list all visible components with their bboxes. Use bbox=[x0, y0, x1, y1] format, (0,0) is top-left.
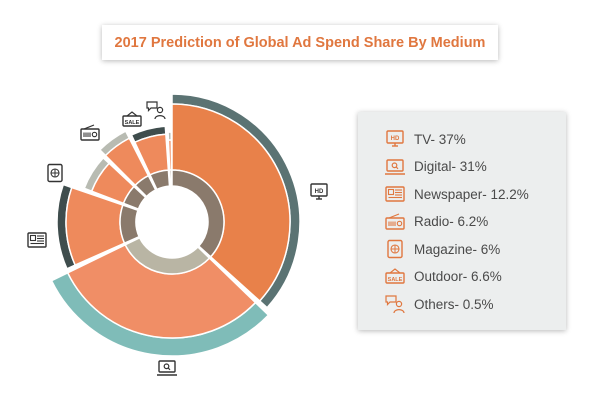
legend-label: Outdoor- 6.6% bbox=[414, 269, 502, 284]
magazine-icon bbox=[387, 239, 403, 259]
chart-magazine-icon bbox=[47, 163, 63, 183]
legend: HD TV- 37% Digital- 31% Newspaper- 12.2%… bbox=[358, 112, 566, 330]
legend-label: Others- 0.5% bbox=[414, 296, 494, 312]
legend-item-magazine: Magazine- 6% bbox=[384, 238, 500, 260]
newspaper-icon bbox=[385, 186, 405, 202]
legend-item-tv: HD TV- 37% bbox=[384, 128, 466, 150]
radio-icon bbox=[385, 212, 405, 230]
outdoor-sale-icon: SALE bbox=[385, 267, 405, 284]
legend-label: Radio- 6.2% bbox=[414, 214, 489, 229]
legend-label: TV- 37% bbox=[414, 131, 466, 147]
svg-text:HD: HD bbox=[391, 136, 400, 142]
chart-radio-icon bbox=[80, 124, 100, 141]
chart-outdoor-sale-icon: SALE bbox=[122, 111, 142, 127]
chart-digital-screen-icon bbox=[157, 360, 177, 376]
legend-item-newspaper: Newspaper- 12.2% bbox=[384, 183, 529, 205]
chart-title-box: 2017 Prediction of Global Ad Spend Share… bbox=[102, 25, 498, 60]
others-inner-ring bbox=[168, 169, 173, 187]
svg-text:SALE: SALE bbox=[388, 277, 403, 283]
chart-tv-icon: HD bbox=[310, 183, 328, 200]
legend-item-others: Others- 0.5% bbox=[384, 293, 494, 315]
legend-label: Magazine- 6% bbox=[414, 241, 501, 257]
others-people-icon bbox=[385, 295, 405, 314]
svg-text:SALE: SALE bbox=[125, 120, 140, 126]
svg-text:HD: HD bbox=[315, 189, 324, 195]
donut-hole bbox=[136, 186, 208, 258]
chart-newspaper-icon bbox=[27, 232, 47, 248]
legend-label: Digital- 31% bbox=[414, 159, 487, 174]
legend-item-radio: Radio- 6.2% bbox=[384, 211, 488, 233]
chart-others-people-icon bbox=[146, 101, 166, 120]
chart-title: 2017 Prediction of Global Ad Spend Share… bbox=[114, 34, 486, 51]
others-outer-band bbox=[167, 131, 173, 141]
others-slice bbox=[167, 139, 173, 171]
legend-item-digital: Digital- 31% bbox=[384, 156, 487, 178]
digital-screen-icon bbox=[385, 158, 405, 175]
legend-item-outdoor: SALE Outdoor- 6.6% bbox=[384, 266, 502, 288]
legend-label: Newspaper- 12.2% bbox=[414, 186, 529, 202]
tv-icon: HD bbox=[386, 130, 404, 147]
